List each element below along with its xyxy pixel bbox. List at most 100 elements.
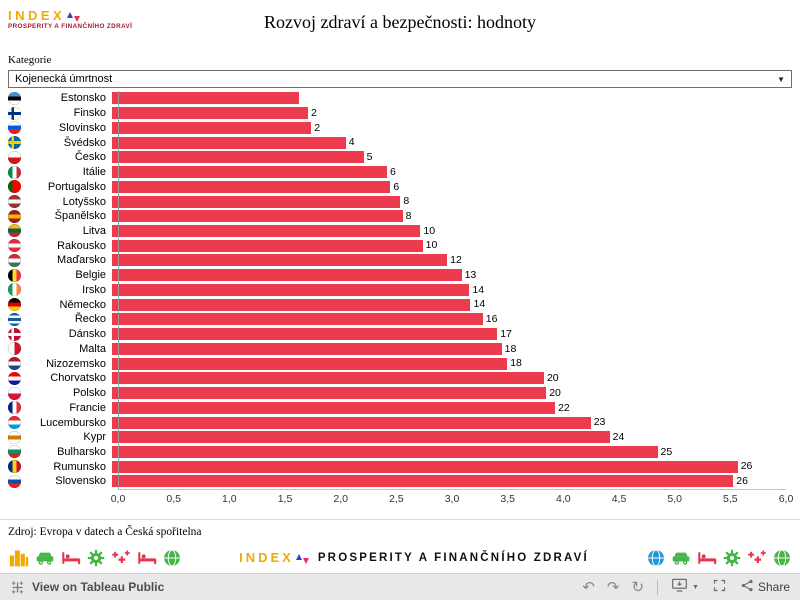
- value-bar[interactable]: [112, 92, 300, 105]
- value-bar[interactable]: [112, 239, 423, 252]
- tableau-logo-icon: [10, 580, 25, 595]
- value-bar[interactable]: [112, 401, 556, 414]
- bar-zone: 10: [112, 239, 780, 252]
- chart-row: Slovensko 26: [8, 474, 786, 489]
- country-flag-icon: [8, 180, 21, 194]
- value-bar[interactable]: [112, 298, 471, 311]
- value-bar[interactable]: [112, 416, 591, 429]
- country-flag-icon: [8, 253, 21, 267]
- rank-label: 13: [464, 268, 477, 281]
- value-bar[interactable]: [112, 166, 387, 179]
- bar-zone: 12: [112, 254, 780, 267]
- chart-row: Česko 5: [8, 150, 786, 165]
- value-bar[interactable]: [112, 431, 610, 444]
- x-tick-label: 3,0: [444, 492, 460, 505]
- country-flag-icon: [8, 91, 21, 105]
- value-bar[interactable]: [112, 195, 401, 208]
- gear-icon: [86, 548, 106, 568]
- value-bar[interactable]: [112, 107, 308, 120]
- value-bar[interactable]: [112, 372, 544, 385]
- value-bar[interactable]: [112, 475, 734, 488]
- value-bar[interactable]: [112, 121, 312, 134]
- logo-triangle-red-icon: [74, 16, 81, 22]
- country-label: Malta: [79, 342, 106, 355]
- country-flag-icon: [8, 224, 21, 238]
- country-flag-icon: [8, 136, 21, 150]
- rank-label: 2: [310, 106, 317, 119]
- chart-rows: Estonsko Finsko 2 Slovinsko 2 Švédsko 4 Česko 5 I…: [8, 91, 786, 489]
- globe-icon: [162, 548, 182, 568]
- country-label: Rakousko: [57, 239, 106, 252]
- index-logo-subtitle: PROSPERITY A FINANČNÍHO ZDRAVÍ: [8, 23, 133, 30]
- value-bar[interactable]: [112, 269, 462, 282]
- x-tick-label: 1,5: [277, 492, 293, 505]
- country-label: Itálie: [82, 166, 106, 179]
- bar-chart: Estonsko Finsko 2 Slovinsko 2 Švédsko 4 Česko 5 I…: [8, 91, 793, 507]
- download-icon: [671, 578, 688, 596]
- value-bar[interactable]: [112, 136, 346, 149]
- bar-zone: 2: [112, 121, 780, 134]
- bar-zone: 25: [112, 445, 780, 458]
- chart-row: Lucembursko 23: [8, 415, 786, 430]
- chevron-down-icon: ▼: [777, 74, 785, 84]
- country-flag-icon: [8, 209, 21, 223]
- value-bar[interactable]: [112, 210, 403, 223]
- bar-zone: 20: [112, 372, 780, 385]
- redo-button[interactable]: ↷: [607, 580, 620, 595]
- value-bar[interactable]: [112, 283, 470, 296]
- city-icon: [8, 548, 30, 568]
- chart-row: Německo 14: [8, 297, 786, 312]
- undo-button[interactable]: ↶: [582, 580, 595, 595]
- country-flag-icon: [8, 150, 21, 164]
- x-tick-label: 0,5: [166, 492, 181, 505]
- country-flag-icon: [8, 327, 21, 341]
- value-bar[interactable]: [112, 313, 483, 326]
- country-flag-icon: [8, 430, 21, 444]
- country-flag-icon: [8, 106, 21, 120]
- footer-band: INDEX PROSPERITY A FINANČNÍHO ZDRAVÍ: [0, 542, 800, 573]
- rank-label: 8: [403, 195, 410, 208]
- country-label: Dánsko: [68, 328, 106, 341]
- chart-row: Francie 22: [8, 400, 786, 415]
- bar-zone: 8: [112, 195, 780, 208]
- rank-label: 10: [425, 239, 438, 252]
- category-dropdown[interactable]: Kojenecká úmrtnost ▼: [8, 70, 792, 88]
- bar-zone: 10: [112, 224, 780, 237]
- bar-zone: 18: [112, 357, 780, 370]
- logo-triangle-blue-icon: [295, 554, 302, 560]
- value-bar[interactable]: [112, 445, 658, 458]
- country-flag-icon: [8, 342, 21, 356]
- source-note: Zdroj: Evropa v datech a Česká spořiteln…: [0, 519, 800, 538]
- value-bar[interactable]: [112, 387, 547, 400]
- page-title: Rozvoj zdraví a bezpečnosti: hodnoty: [264, 12, 536, 32]
- share-button[interactable]: Share: [740, 578, 790, 596]
- view-on-tableau-link[interactable]: View on Tableau Public: [10, 580, 164, 595]
- fullscreen-button[interactable]: [712, 578, 727, 596]
- value-bar[interactable]: [112, 224, 421, 237]
- rank-label: 14: [472, 283, 485, 296]
- replay-button[interactable]: ↻: [631, 580, 644, 595]
- download-button[interactable]: ▼: [671, 578, 699, 596]
- value-bar[interactable]: [112, 151, 364, 164]
- value-bar[interactable]: [112, 342, 502, 355]
- country-label: Estonsko: [60, 92, 106, 105]
- toolbar-history-group: ↶ ↷ ↻: [582, 580, 644, 595]
- country-label: Slovinsko: [58, 121, 106, 134]
- country-flag-icon: [8, 268, 21, 282]
- country-flag-icon: [8, 121, 21, 135]
- value-bar[interactable]: [112, 180, 391, 193]
- x-tick-label: 4,0: [556, 492, 571, 505]
- tableau-toolbar: View on Tableau Public ↶ ↷ ↻ ▼ Share: [0, 573, 800, 600]
- bar-zone: 18: [112, 342, 780, 355]
- value-bar[interactable]: [112, 357, 508, 370]
- country-flag-icon: [8, 401, 21, 415]
- country-label: Belgie: [75, 269, 106, 282]
- bar-zone: 13: [112, 268, 780, 282]
- fullscreen-icon: [712, 578, 727, 596]
- value-bar[interactable]: [112, 328, 498, 341]
- x-tick-label: 3,5: [500, 492, 515, 505]
- value-bar[interactable]: [112, 254, 448, 267]
- country-label: Finsko: [73, 107, 106, 120]
- value-bar[interactable]: [112, 460, 738, 473]
- view-on-tableau-label: View on Tableau Public: [32, 580, 165, 594]
